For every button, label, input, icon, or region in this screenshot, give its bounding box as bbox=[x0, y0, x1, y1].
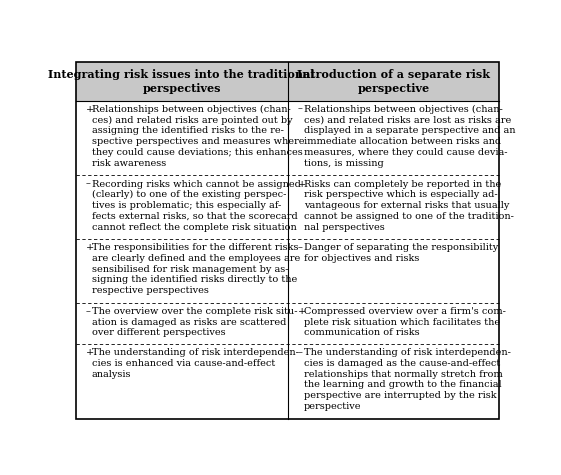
Text: +: + bbox=[86, 348, 94, 357]
Bar bbox=[76, 344, 287, 419]
Text: +: + bbox=[86, 104, 94, 114]
Text: +: + bbox=[86, 243, 94, 252]
Bar bbox=[76, 62, 287, 101]
Text: –: – bbox=[297, 348, 302, 357]
Text: –: – bbox=[297, 243, 302, 252]
Text: The understanding of risk interdependen-
cies is damaged as the cause-and-effect: The understanding of risk interdependen-… bbox=[304, 348, 511, 411]
Text: The understanding of risk interdependen-
cies is enhanced via cause-and-effect
a: The understanding of risk interdependen-… bbox=[92, 348, 298, 379]
Bar bbox=[76, 239, 287, 303]
Text: –: – bbox=[86, 180, 90, 189]
Text: +: + bbox=[297, 180, 306, 189]
Bar bbox=[287, 344, 499, 419]
Text: Compressed overview over a firm's com-
plete risk situation which facilitates th: Compressed overview over a firm's com- p… bbox=[304, 307, 505, 337]
Bar bbox=[287, 101, 499, 175]
Bar bbox=[76, 175, 287, 239]
Text: Introduction of a separate risk
perspective: Introduction of a separate risk perspect… bbox=[297, 69, 490, 94]
Bar bbox=[76, 303, 287, 344]
Text: The responsibilities for the different risks
are clearly defined and the employe: The responsibilities for the different r… bbox=[92, 243, 300, 295]
Text: Relationships between objectives (chan-
ces) and related risks are pointed out b: Relationships between objectives (chan- … bbox=[92, 104, 304, 168]
Bar bbox=[287, 175, 499, 239]
Bar bbox=[287, 303, 499, 344]
Text: Recording risks which cannot be assigned
(clearly) to one of the existing perspe: Recording risks which cannot be assigned… bbox=[92, 180, 301, 232]
Text: Integrating risk issues into the traditional
perspectives: Integrating risk issues into the traditi… bbox=[48, 69, 315, 94]
Text: Relationships between objectives (chan-
ces) and related risks are lost as risks: Relationships between objectives (chan- … bbox=[304, 104, 516, 168]
Text: Risks can completely be reported in the
risk perspective which is especially ad-: Risks can completely be reported in the … bbox=[304, 180, 514, 231]
Text: +: + bbox=[297, 307, 306, 316]
Text: –: – bbox=[86, 307, 90, 316]
Bar bbox=[287, 62, 499, 101]
Text: –: – bbox=[297, 104, 302, 114]
Bar bbox=[287, 239, 499, 303]
Bar bbox=[76, 101, 287, 175]
Text: The overview over the complete risk situ-
ation is damaged as risks are scattere: The overview over the complete risk situ… bbox=[92, 307, 297, 337]
Text: Danger of separating the responsibility
for objectives and risks: Danger of separating the responsibility … bbox=[304, 243, 498, 263]
